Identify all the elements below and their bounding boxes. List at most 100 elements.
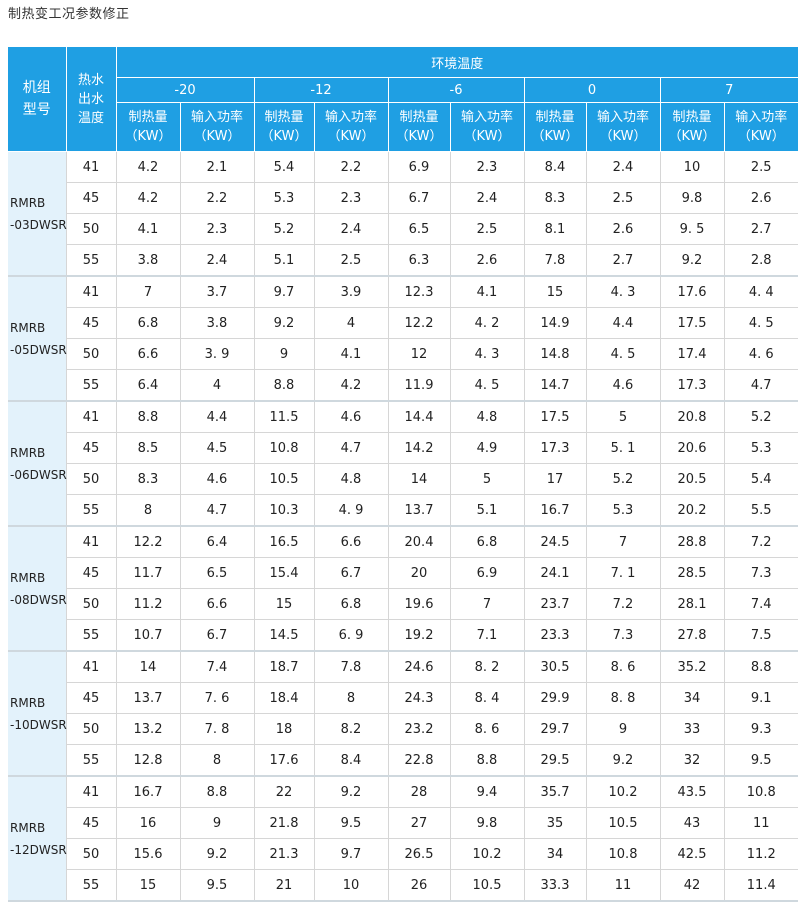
water-temp-cell: 55 [66, 744, 117, 777]
heating-capacity-cell: 20.6 [660, 432, 725, 464]
model-name-line: RMRB [10, 195, 46, 210]
heating-capacity-cell: 33 [660, 713, 725, 745]
input-power-cell: 4 [314, 307, 389, 339]
model-name-line: RMRB [10, 320, 46, 335]
heating-capacity-cell: 13.7 [116, 682, 181, 714]
input-power-cell: 7 [450, 588, 525, 620]
water-temp-header-line: 热水 [77, 72, 104, 88]
input-power-cell: 9.1 [724, 682, 799, 714]
table-row: 55 12.8 8 17.6 8.4 22.8 8.8 29.5 9.2 32 9.5 [8, 744, 799, 777]
input-power-cell: 3.9 [314, 276, 389, 308]
heating-capacity-cell: 7.8 [524, 244, 587, 277]
subheader-unit: （KW） [395, 129, 443, 144]
heating-capacity-cell: 28 [388, 776, 451, 808]
input-power-cell: 7.4 [724, 588, 799, 620]
water-temp-header-line: 出水 [77, 91, 104, 107]
input-power-cell: 11.2 [724, 838, 799, 870]
subheader-label: 输入功率 [460, 110, 513, 125]
input-power-cell: 2.6 [586, 213, 661, 245]
heating-capacity-cell: 19.2 [388, 619, 451, 652]
input-power-cell: 10.8 [586, 838, 661, 870]
table-row: 55 6.4 4 8.8 4.2 11.9 4. 5 14.7 4.6 17.3 4.7 [8, 369, 799, 402]
input-power-cell: 4.8 [314, 463, 389, 495]
table-row: 50 15.6 9.2 21.3 9.7 26.5 10.2 34 10.8 42.5 11.2 [8, 838, 799, 870]
heating-capacity-cell: 14.4 [388, 401, 451, 433]
subheader-unit: （KW） [531, 129, 579, 144]
model-cell: RMRB -08DWSR [8, 526, 67, 652]
input-power-cell: 8 [314, 682, 389, 714]
water-temp-cell: 50 [66, 588, 117, 620]
input-power-cell: 10.2 [450, 838, 525, 870]
table-row: 55 3.8 2.4 5.1 2.5 6.3 2.6 7.8 2.7 9.2 2.8 [8, 244, 799, 277]
input-power-cell: 5.2 [586, 463, 661, 495]
model-name-line: -08DWSR [10, 592, 67, 607]
heating-capacity-cell: 28.8 [660, 526, 725, 558]
input-power-cell: 4.7 [724, 369, 799, 402]
input-power-cell: 2.5 [724, 151, 799, 183]
subheader-label: 制热量 [128, 110, 168, 125]
heating-capacity-cell: 12.3 [388, 276, 451, 308]
water-temp-cell: 41 [66, 526, 117, 558]
water-temp-cell: 45 [66, 557, 117, 589]
heating-capacity-cell: 18 [254, 713, 315, 745]
water-temp-cell: 50 [66, 463, 117, 495]
heating-capacity-cell: 15 [524, 276, 587, 308]
input-power-cell: 3.8 [180, 307, 255, 339]
water-temp-header-line: 温度 [77, 110, 104, 126]
heating-capacity-cell: 8.5 [116, 432, 181, 464]
heating-capacity-header: 制热量 （KW） [660, 102, 725, 152]
input-power-header: 输入功率 （KW） [180, 102, 255, 152]
input-power-header: 输入功率 （KW） [586, 102, 661, 152]
input-power-cell: 2.3 [314, 182, 389, 214]
input-power-cell: 2.6 [724, 182, 799, 214]
heating-capacity-cell: 22.8 [388, 744, 451, 777]
heating-capacity-cell: 10.5 [254, 463, 315, 495]
heating-capacity-cell: 17.6 [660, 276, 725, 308]
heating-capacity-cell: 19.6 [388, 588, 451, 620]
table-row: 55 15 9.5 21 10 26 10.5 33.3 11 42 11.4 [8, 869, 799, 902]
heating-capacity-cell: 34 [660, 682, 725, 714]
input-power-cell: 7.8 [314, 651, 389, 683]
input-power-cell: 4.4 [586, 307, 661, 339]
heating-capacity-cell: 20.8 [660, 401, 725, 433]
env-temp-4: 7 [660, 77, 799, 103]
heating-capacity-cell: 20.5 [660, 463, 725, 495]
table-row: RMRB -12DWSR 41 16.7 8.8 22 9.2 28 9.4 35.7 10.2 43… [8, 776, 799, 902]
input-power-cell: 2.4 [314, 213, 389, 245]
heating-capacity-cell: 5.1 [254, 244, 315, 277]
heating-capacity-cell: 20.2 [660, 494, 725, 527]
subheader-unit: （KW） [668, 129, 716, 144]
table-row: 50 8.3 4.6 10.5 4.8 14 5 17 5.2 20.5 5.4 [8, 463, 799, 495]
input-power-cell: 5.4 [724, 463, 799, 495]
model-name-line: -06DWSR [10, 467, 67, 482]
water-temp-cell: 50 [66, 213, 117, 245]
heating-capacity-cell: 14.5 [254, 619, 315, 652]
input-power-cell: 6. 9 [314, 619, 389, 652]
heating-capacity-cell: 28.5 [660, 557, 725, 589]
heating-capacity-cell: 23.7 [524, 588, 587, 620]
subheader-unit: （KW） [260, 129, 308, 144]
water-temp-cell: 45 [66, 182, 117, 214]
input-power-cell: 7.1 [450, 619, 525, 652]
heating-capacity-cell: 13.7 [388, 494, 451, 527]
input-power-cell: 7. 8 [180, 713, 255, 745]
heating-capacity-cell: 12.2 [388, 307, 451, 339]
heating-capacity-cell: 4.1 [116, 213, 181, 245]
heating-capacity-cell: 4.2 [116, 151, 181, 183]
subheader-unit: （KW） [327, 129, 375, 144]
heating-capacity-cell: 20.4 [388, 526, 451, 558]
heating-capacity-cell: 35 [524, 807, 587, 839]
subheader-label: 输入功率 [735, 110, 788, 125]
heating-capacity-cell: 9. 5 [660, 213, 725, 245]
model-name-line: RMRB [10, 695, 46, 710]
heating-capacity-cell: 22 [254, 776, 315, 808]
input-power-cell: 4.6 [180, 463, 255, 495]
input-power-cell: 2.2 [180, 182, 255, 214]
input-power-cell: 6.6 [314, 526, 389, 558]
heating-capacity-cell: 18.7 [254, 651, 315, 683]
input-power-cell: 9.5 [724, 744, 799, 777]
input-power-cell: 4.5 [180, 432, 255, 464]
input-power-cell: 6.5 [180, 557, 255, 589]
input-power-cell: 10.2 [586, 776, 661, 808]
heating-capacity-cell: 16.5 [254, 526, 315, 558]
